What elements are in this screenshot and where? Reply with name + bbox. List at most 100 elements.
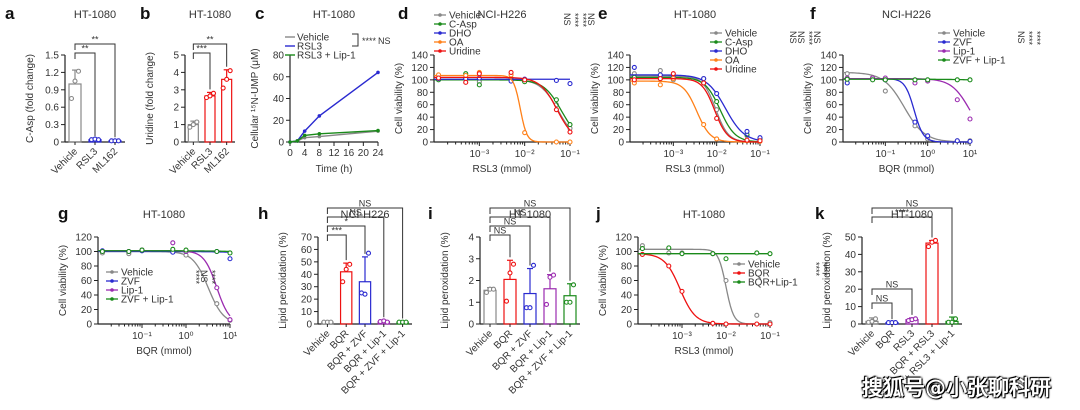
data-point [547, 274, 553, 280]
y-tick-label: 60 [81, 276, 93, 287]
data-point [553, 97, 559, 103]
y-tick-label: 10 [845, 302, 857, 313]
data-point [403, 319, 409, 325]
significance-label: NS [524, 199, 537, 209]
y-tick-label: 120 [75, 233, 92, 244]
legend-label: Vehicle [449, 11, 482, 22]
y-tick-label: 0 [618, 138, 624, 149]
data-point [954, 138, 960, 144]
fit-curve [842, 71, 971, 143]
legend-label: C-Asp [725, 38, 753, 49]
data-point [844, 76, 850, 82]
data-point [754, 312, 760, 318]
bar [483, 289, 497, 325]
y-tick-label: 100 [607, 75, 624, 86]
y-axis-label: C-Asp (fold change) [25, 54, 36, 143]
data-point [912, 316, 919, 322]
data-point [666, 250, 672, 256]
x-axis-label: BQR (mmol) [879, 164, 935, 175]
y-tick-label: 140 [820, 51, 837, 62]
data-point [925, 244, 932, 250]
x-tick-label: 10⁻¹ [560, 149, 580, 160]
y-tick-label: 80 [621, 262, 633, 273]
fit-curve [629, 74, 761, 141]
data-point [925, 133, 931, 139]
significance-label: **** [895, 208, 910, 218]
y-tick-label: 20 [273, 116, 285, 127]
legend-marker [942, 58, 946, 62]
panel-label: b [140, 4, 150, 23]
fit-curve [98, 250, 231, 253]
y-tick-label: 80 [81, 262, 93, 273]
data-point [744, 137, 750, 143]
significance-label: NS [886, 280, 899, 290]
data-point [365, 250, 372, 256]
y-tick-label: 40 [621, 291, 633, 302]
legend-label: ZVF [121, 277, 140, 288]
data-point [714, 115, 720, 121]
panel-i: i HT-1080 0 1 2 3 4 Lipid peroxidation (%) Vehic… [428, 199, 580, 397]
legend-label: ZVF + Lip-1 [953, 56, 1006, 67]
y-tick-label: 40 [81, 291, 93, 302]
legend-marker [714, 31, 718, 35]
x-tick-label: 24 [372, 148, 384, 159]
y-axis-label: Lipid peroxidation (%) [440, 232, 451, 329]
legend-label: Lip-1 [121, 286, 144, 297]
data-point [210, 90, 217, 96]
data-point [666, 245, 672, 251]
data-point [522, 77, 528, 83]
panel-title: HT-1080 [74, 9, 116, 21]
y-tick-label: 30 [301, 282, 313, 293]
y-tick-label: 0 [306, 320, 312, 331]
x-tick-label: 10⁻² [716, 331, 736, 342]
x-tick-label: 10⁻³ [663, 149, 683, 160]
data-point [932, 237, 939, 244]
y-tick-label: 0 [831, 138, 837, 149]
y-tick-label: 4 [468, 233, 474, 244]
data-point [701, 80, 707, 86]
bar [68, 83, 82, 143]
data-point [567, 81, 573, 87]
x-tick-label: 10⁰ [178, 331, 193, 342]
data-point [68, 95, 75, 102]
significance-label: **** [819, 262, 829, 277]
data-point [710, 251, 716, 257]
significance-bracket [489, 207, 571, 281]
data-point [553, 139, 559, 145]
y-tick-label: 120 [820, 63, 837, 74]
significance-label: **** [570, 13, 580, 28]
significance-label: NS [514, 208, 527, 218]
panel-label: f [810, 4, 816, 23]
data-point [844, 71, 850, 77]
panel-label: d [398, 4, 408, 23]
y-tick-label: 5 [173, 51, 179, 62]
data-point [553, 107, 559, 113]
data-point [376, 128, 380, 133]
significance-label: NS [199, 270, 209, 283]
significance-bracket [352, 33, 359, 47]
data-point [527, 305, 533, 311]
data-point [288, 140, 292, 144]
y-tick-label: 20 [845, 285, 857, 296]
legend-label: RSL3 + Lip-1 [297, 51, 356, 62]
data-point [657, 67, 663, 74]
data-point [214, 248, 220, 255]
data-point [187, 124, 193, 130]
panel-label: k [815, 204, 825, 223]
legend-marker [438, 40, 442, 44]
y-tick-label: 2 [173, 103, 179, 114]
significance-label: NS [1016, 31, 1026, 44]
significance-label: * [344, 217, 348, 227]
y-tick-label: 3 [173, 85, 179, 96]
significance-label: ** [206, 35, 214, 45]
data-point [872, 316, 879, 322]
panel-title: NCI-H226 [341, 209, 390, 221]
y-tick-label: 1.2 [45, 68, 59, 79]
data-point [190, 122, 196, 128]
significance-bracket [192, 52, 211, 90]
y-tick-label: 50 [845, 233, 857, 244]
x-axis-label: RSL3 (mmol) [675, 346, 734, 357]
